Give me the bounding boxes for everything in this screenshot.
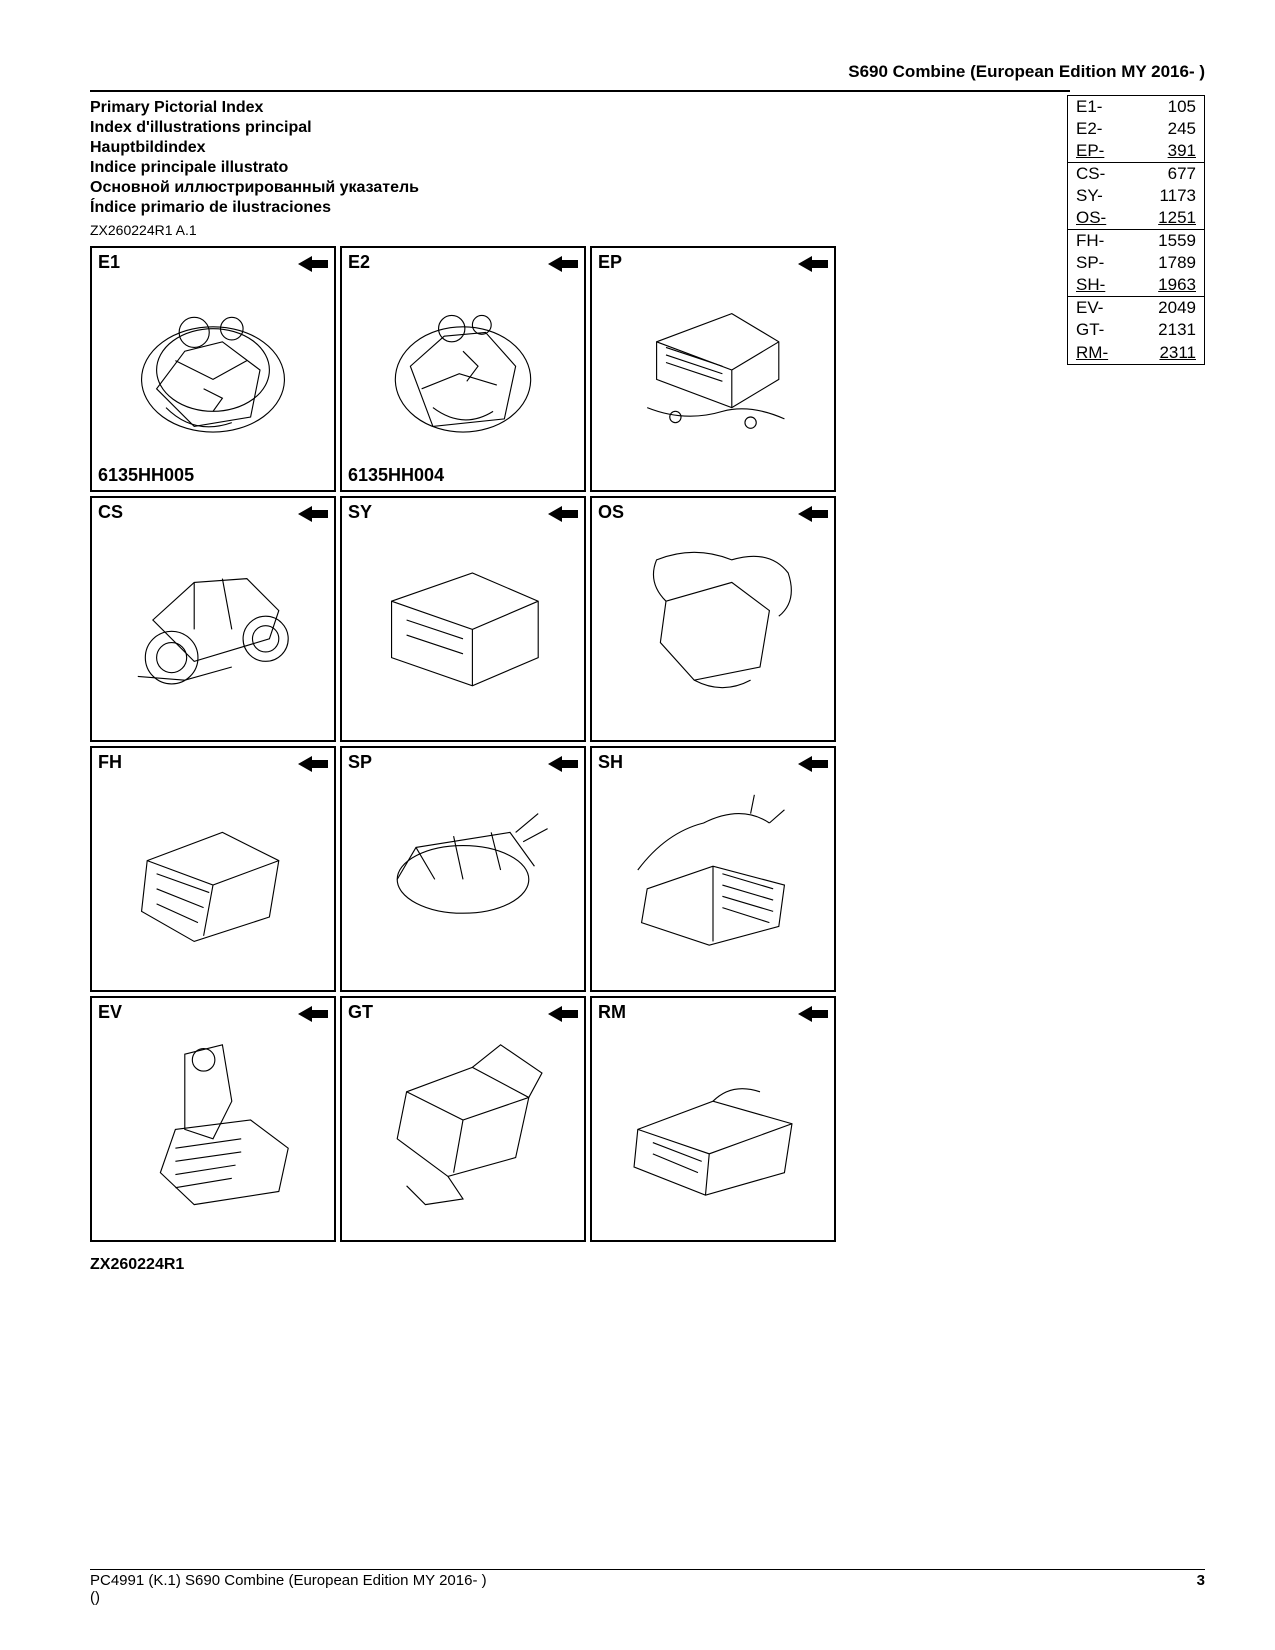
cell-code: SY <box>348 502 372 523</box>
title-es: Índice primario de ilustraciones <box>90 198 1205 218</box>
title-en: Primary Pictorial Index <box>90 98 1205 118</box>
side-index-row[interactable]: CS-677 <box>1068 163 1204 185</box>
part-illustration <box>98 1026 328 1214</box>
side-index-row[interactable]: FH-1559 <box>1068 230 1204 252</box>
grid-cell-cs[interactable]: CS <box>90 496 336 742</box>
side-index-row[interactable]: GT-2131 <box>1068 319 1204 341</box>
side-index-row[interactable]: SP-1789 <box>1068 252 1204 274</box>
grid-cell-os[interactable]: OS <box>590 496 836 742</box>
cell-code: GT <box>348 1002 373 1023</box>
grid-cell-e1[interactable]: E1 6135HH005 <box>90 246 336 492</box>
cell-code: E2 <box>348 252 370 273</box>
grid-cell-rm[interactable]: RM <box>590 996 836 1242</box>
side-index-group: FH-1559 SP-1789 SH-1963 <box>1067 229 1205 296</box>
side-index-row[interactable]: OS-1251 <box>1068 207 1204 229</box>
part-illustration <box>98 776 328 964</box>
title-de: Hauptbildindex <box>90 138 1205 158</box>
grid-cell-sy[interactable]: SY <box>340 496 586 742</box>
footer-docid: PC4991 (K.1) S690 Combine (European Edit… <box>90 1572 487 1589</box>
cell-partno: 6135HH004 <box>348 465 444 486</box>
side-index-group: CS-677 SY-1173 OS-1251 <box>1067 162 1205 229</box>
footer-paren: () <box>90 1589 487 1606</box>
grid-cell-fh[interactable]: FH <box>90 746 336 992</box>
page-footer: PC4991 (K.1) S690 Combine (European Edit… <box>90 1569 1205 1607</box>
drawing-ref-top: ZX260224R1 A.1 <box>90 222 1205 238</box>
grid-cell-ev[interactable]: EV <box>90 996 336 1242</box>
pictorial-grid: E1 6135HH005 E2 6135HH004 E <box>90 246 840 1242</box>
side-index: E1-105 E2-245 EP-391 CS-677 SY-1173 OS-1… <box>1067 95 1205 365</box>
grid-cell-sh[interactable]: SH <box>590 746 836 992</box>
side-index-row[interactable]: EV-2049 <box>1068 297 1204 319</box>
part-illustration <box>348 1026 578 1214</box>
part-illustration <box>598 276 828 464</box>
side-index-row[interactable]: RM-2311 <box>1068 342 1204 364</box>
side-index-group: EV-2049 GT-2131 RM-2311 <box>1067 296 1205 364</box>
side-index-row[interactable]: SY-1173 <box>1068 185 1204 207</box>
part-illustration <box>98 526 328 714</box>
side-index-row[interactable]: EP-391 <box>1068 140 1204 162</box>
footer-left: PC4991 (K.1) S690 Combine (European Edit… <box>90 1572 487 1607</box>
title-it: Indice principale illustrato <box>90 158 1205 178</box>
cell-code: RM <box>598 1002 626 1023</box>
footer-page-number: 3 <box>1197 1572 1205 1589</box>
header-rule <box>90 90 1070 92</box>
part-illustration <box>598 1026 828 1214</box>
side-index-group: E1-105 E2-245 EP-391 <box>1067 95 1205 162</box>
cell-code: CS <box>98 502 123 523</box>
grid-cell-ep[interactable]: EP <box>590 246 836 492</box>
part-illustration <box>348 526 578 714</box>
side-index-row[interactable]: SH-1963 <box>1068 274 1204 296</box>
header-model: S690 Combine (European Edition MY 2016- … <box>848 62 1205 82</box>
drawing-ref-bottom: ZX260224R1 <box>90 1256 1205 1274</box>
part-illustration <box>98 276 328 464</box>
part-illustration <box>598 526 828 714</box>
side-index-row[interactable]: E1-105 <box>1068 96 1204 118</box>
cell-code: FH <box>98 752 122 773</box>
title-ru: Основной иллюстрированный указатель <box>90 178 1205 198</box>
title-fr: Index d'illustrations principal <box>90 118 1205 138</box>
part-illustration <box>598 776 828 964</box>
cell-code: EP <box>598 252 622 273</box>
grid-cell-e2[interactable]: E2 6135HH004 <box>340 246 586 492</box>
side-index-row[interactable]: E2-245 <box>1068 118 1204 140</box>
cell-code: EV <box>98 1002 122 1023</box>
grid-cell-gt[interactable]: GT <box>340 996 586 1242</box>
cell-code: SH <box>598 752 623 773</box>
title-block: Primary Pictorial Index Index d'illustra… <box>90 98 1205 218</box>
cell-code: SP <box>348 752 372 773</box>
grid-cell-sp[interactable]: SP <box>340 746 586 992</box>
cell-partno: 6135HH005 <box>98 465 194 486</box>
part-illustration <box>348 776 578 964</box>
part-illustration <box>348 276 578 464</box>
cell-code: OS <box>598 502 624 523</box>
cell-code: E1 <box>98 252 120 273</box>
